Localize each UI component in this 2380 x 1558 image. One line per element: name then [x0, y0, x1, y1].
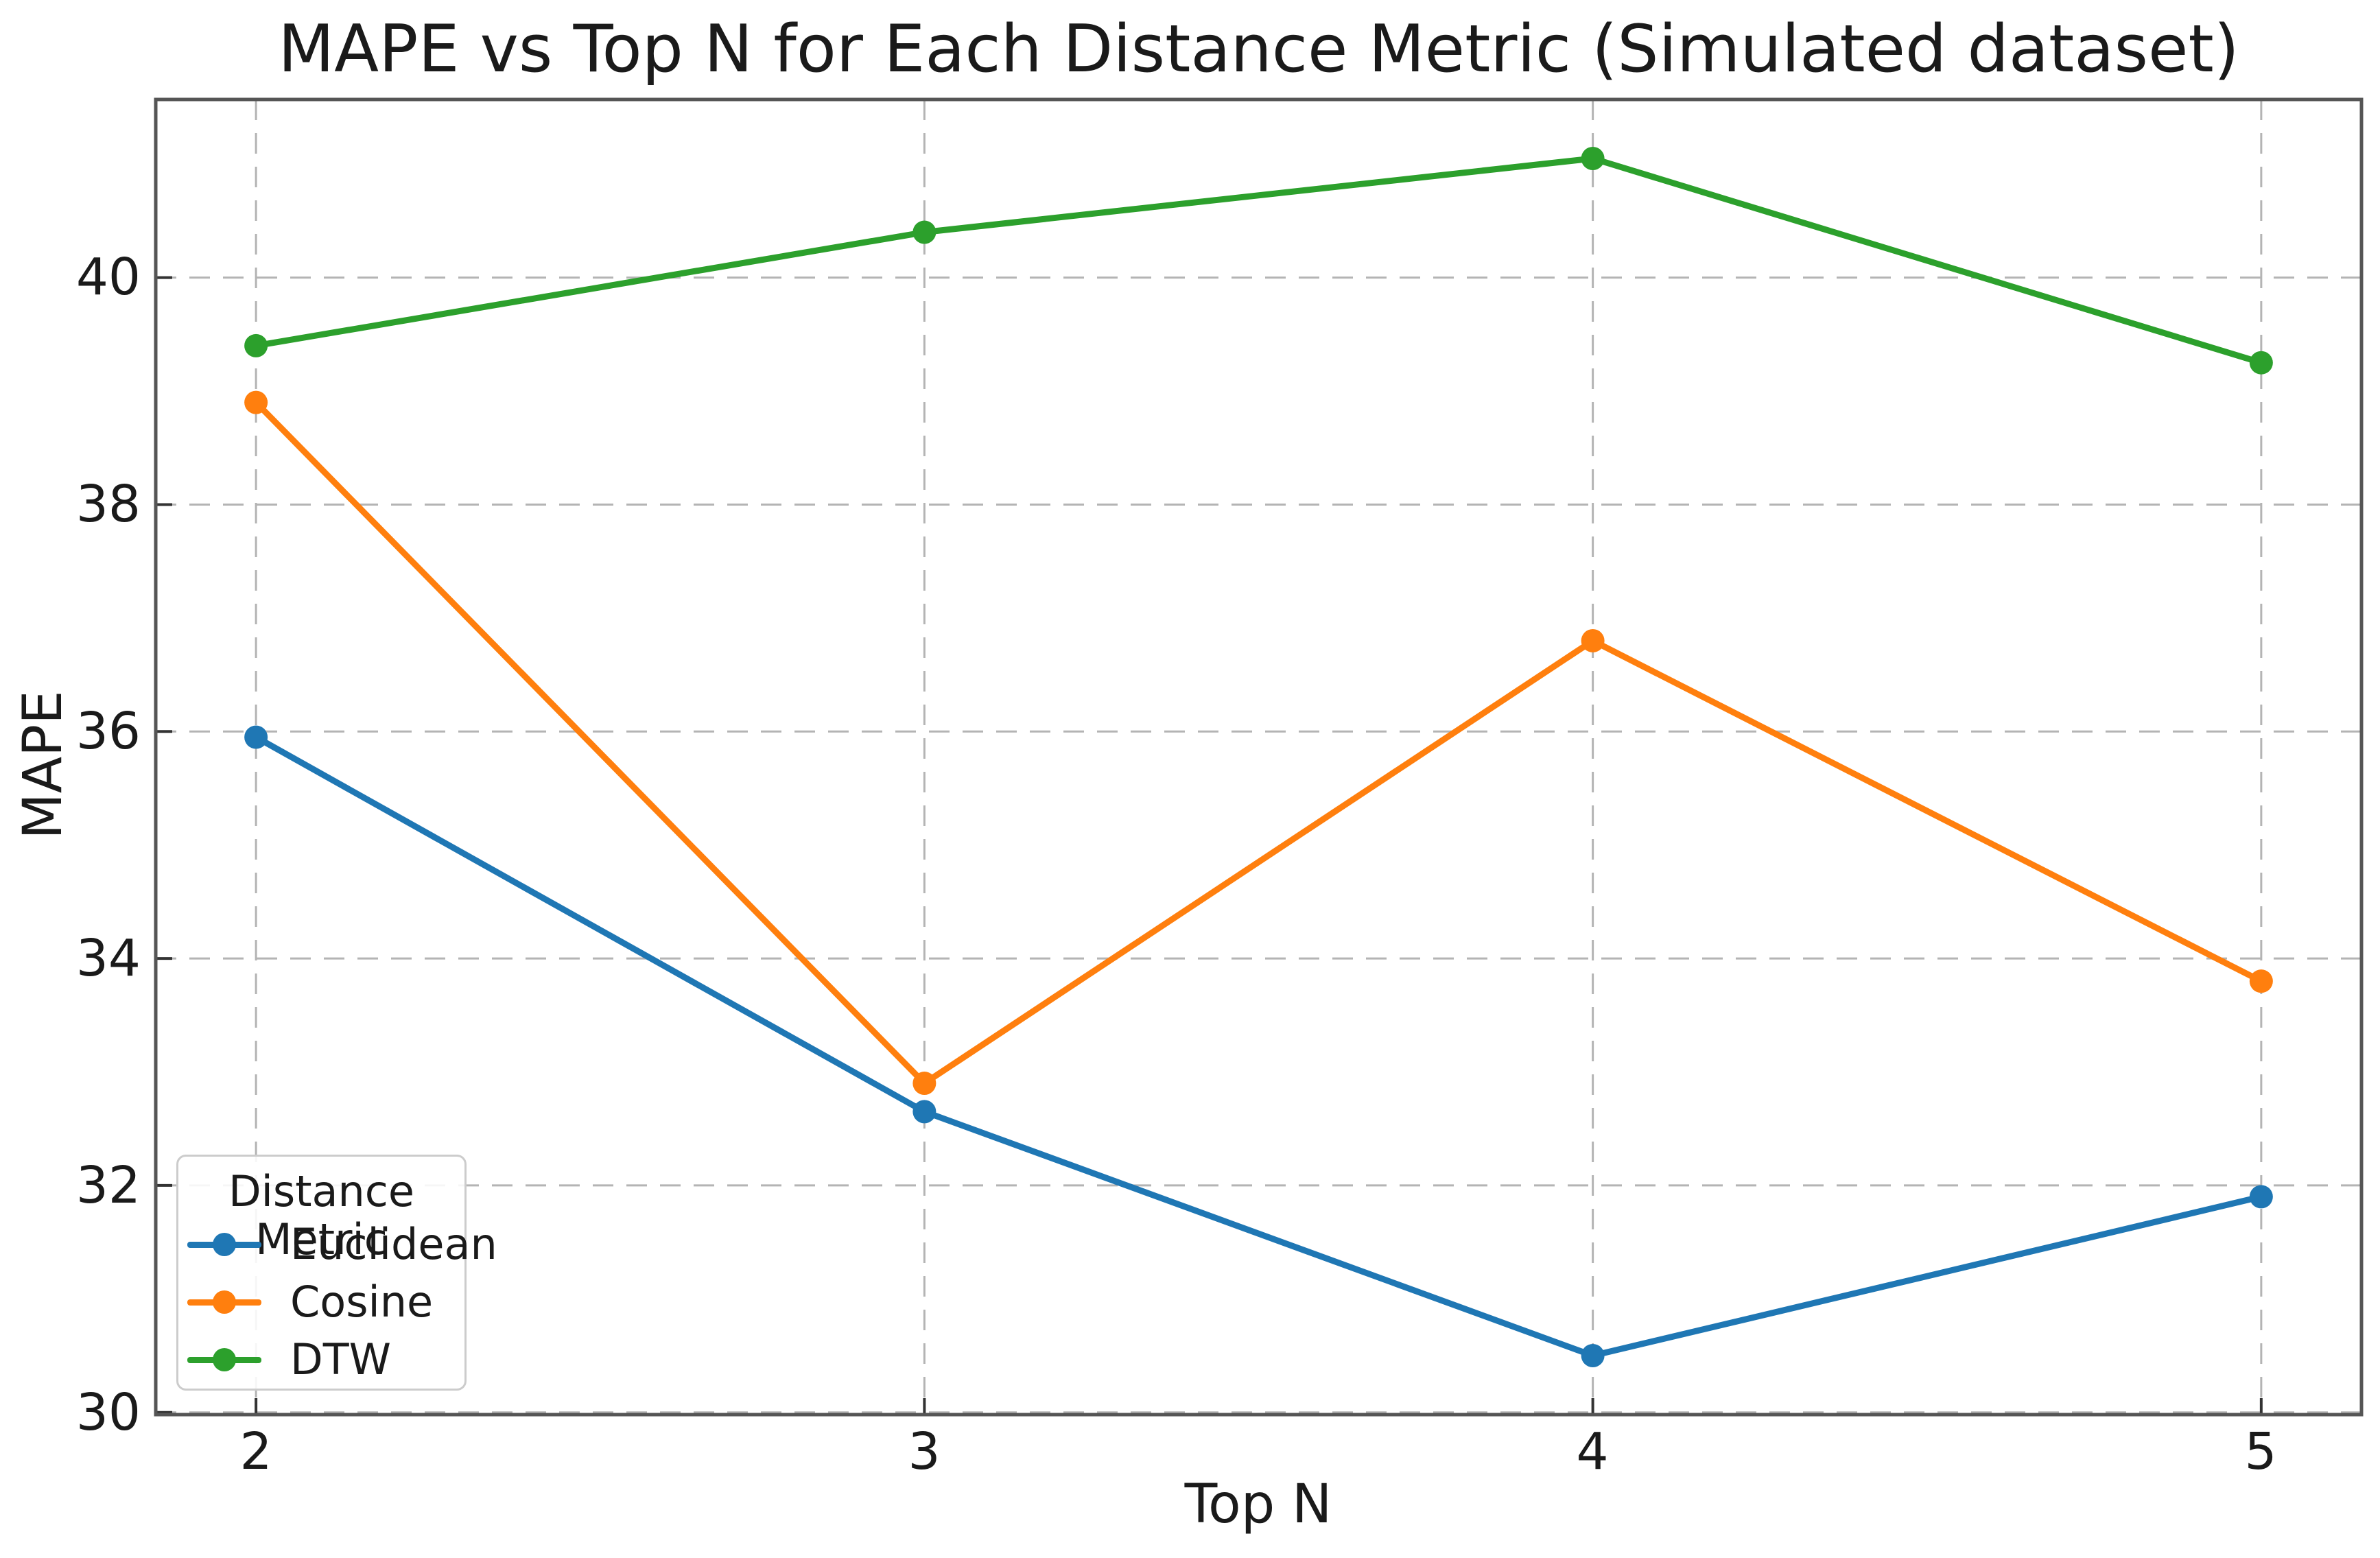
x-tick-label: 2	[239, 1422, 272, 1481]
series-line-Euclidean	[252, 734, 2265, 1359]
data-point-DTW	[2249, 351, 2273, 375]
data-point-Cosine	[1581, 628, 1605, 652]
y-tick-label: 36	[75, 702, 141, 761]
legend: Distance Metric Euclidean Cosine DTW	[176, 1155, 497, 1391]
data-point-DTW	[912, 220, 936, 244]
data-point-Euclidean	[1581, 1343, 1605, 1367]
legend-item-label: Euclidean	[290, 1219, 497, 1269]
y-axis-label: MAPE	[12, 690, 74, 840]
data-point-Cosine	[2249, 969, 2273, 993]
legend-title: Distance Metric	[228, 1166, 415, 1264]
data-point-DTW	[1581, 147, 1605, 171]
series-line-Cosine	[252, 399, 2265, 1087]
x-tick-label: 3	[908, 1422, 941, 1481]
y-tick-label: 38	[75, 475, 141, 534]
legend-swatch-dot	[213, 1290, 236, 1314]
line-marker-icon	[187, 1348, 261, 1371]
data-point-Euclidean	[912, 1100, 936, 1124]
legend-swatch-dot	[213, 1348, 236, 1371]
data-point-Euclidean	[2249, 1185, 2273, 1209]
x-axis-label: Top N	[1184, 1474, 1332, 1535]
legend-item-label: DTW	[290, 1334, 391, 1384]
legend-row: Cosine	[178, 1273, 464, 1331]
y-tick-label: 34	[75, 929, 141, 988]
plot-border	[154, 97, 2364, 1417]
y-tick-label: 32	[75, 1156, 141, 1215]
line-marker-icon	[187, 1233, 261, 1256]
x-tick-label: 4	[1576, 1422, 1609, 1481]
legend-swatch-dot	[213, 1233, 236, 1256]
series-line-DTW	[252, 155, 2265, 366]
y-tick-label: 40	[75, 248, 141, 307]
chart-title: MAPE vs Top N for Each Distance Metric (…	[278, 12, 2239, 87]
line-marker-icon	[187, 1290, 261, 1314]
x-tick-label: 5	[2244, 1422, 2277, 1481]
data-point-Euclidean	[244, 725, 268, 749]
data-point-DTW	[244, 333, 268, 357]
legend-item-label: Cosine	[290, 1277, 434, 1327]
legend-row: Euclidean	[178, 1216, 497, 1273]
data-point-Cosine	[244, 390, 268, 414]
legend-row: DTW	[178, 1331, 464, 1389]
y-tick-label: 30	[75, 1383, 141, 1442]
data-point-Cosine	[912, 1072, 936, 1096]
